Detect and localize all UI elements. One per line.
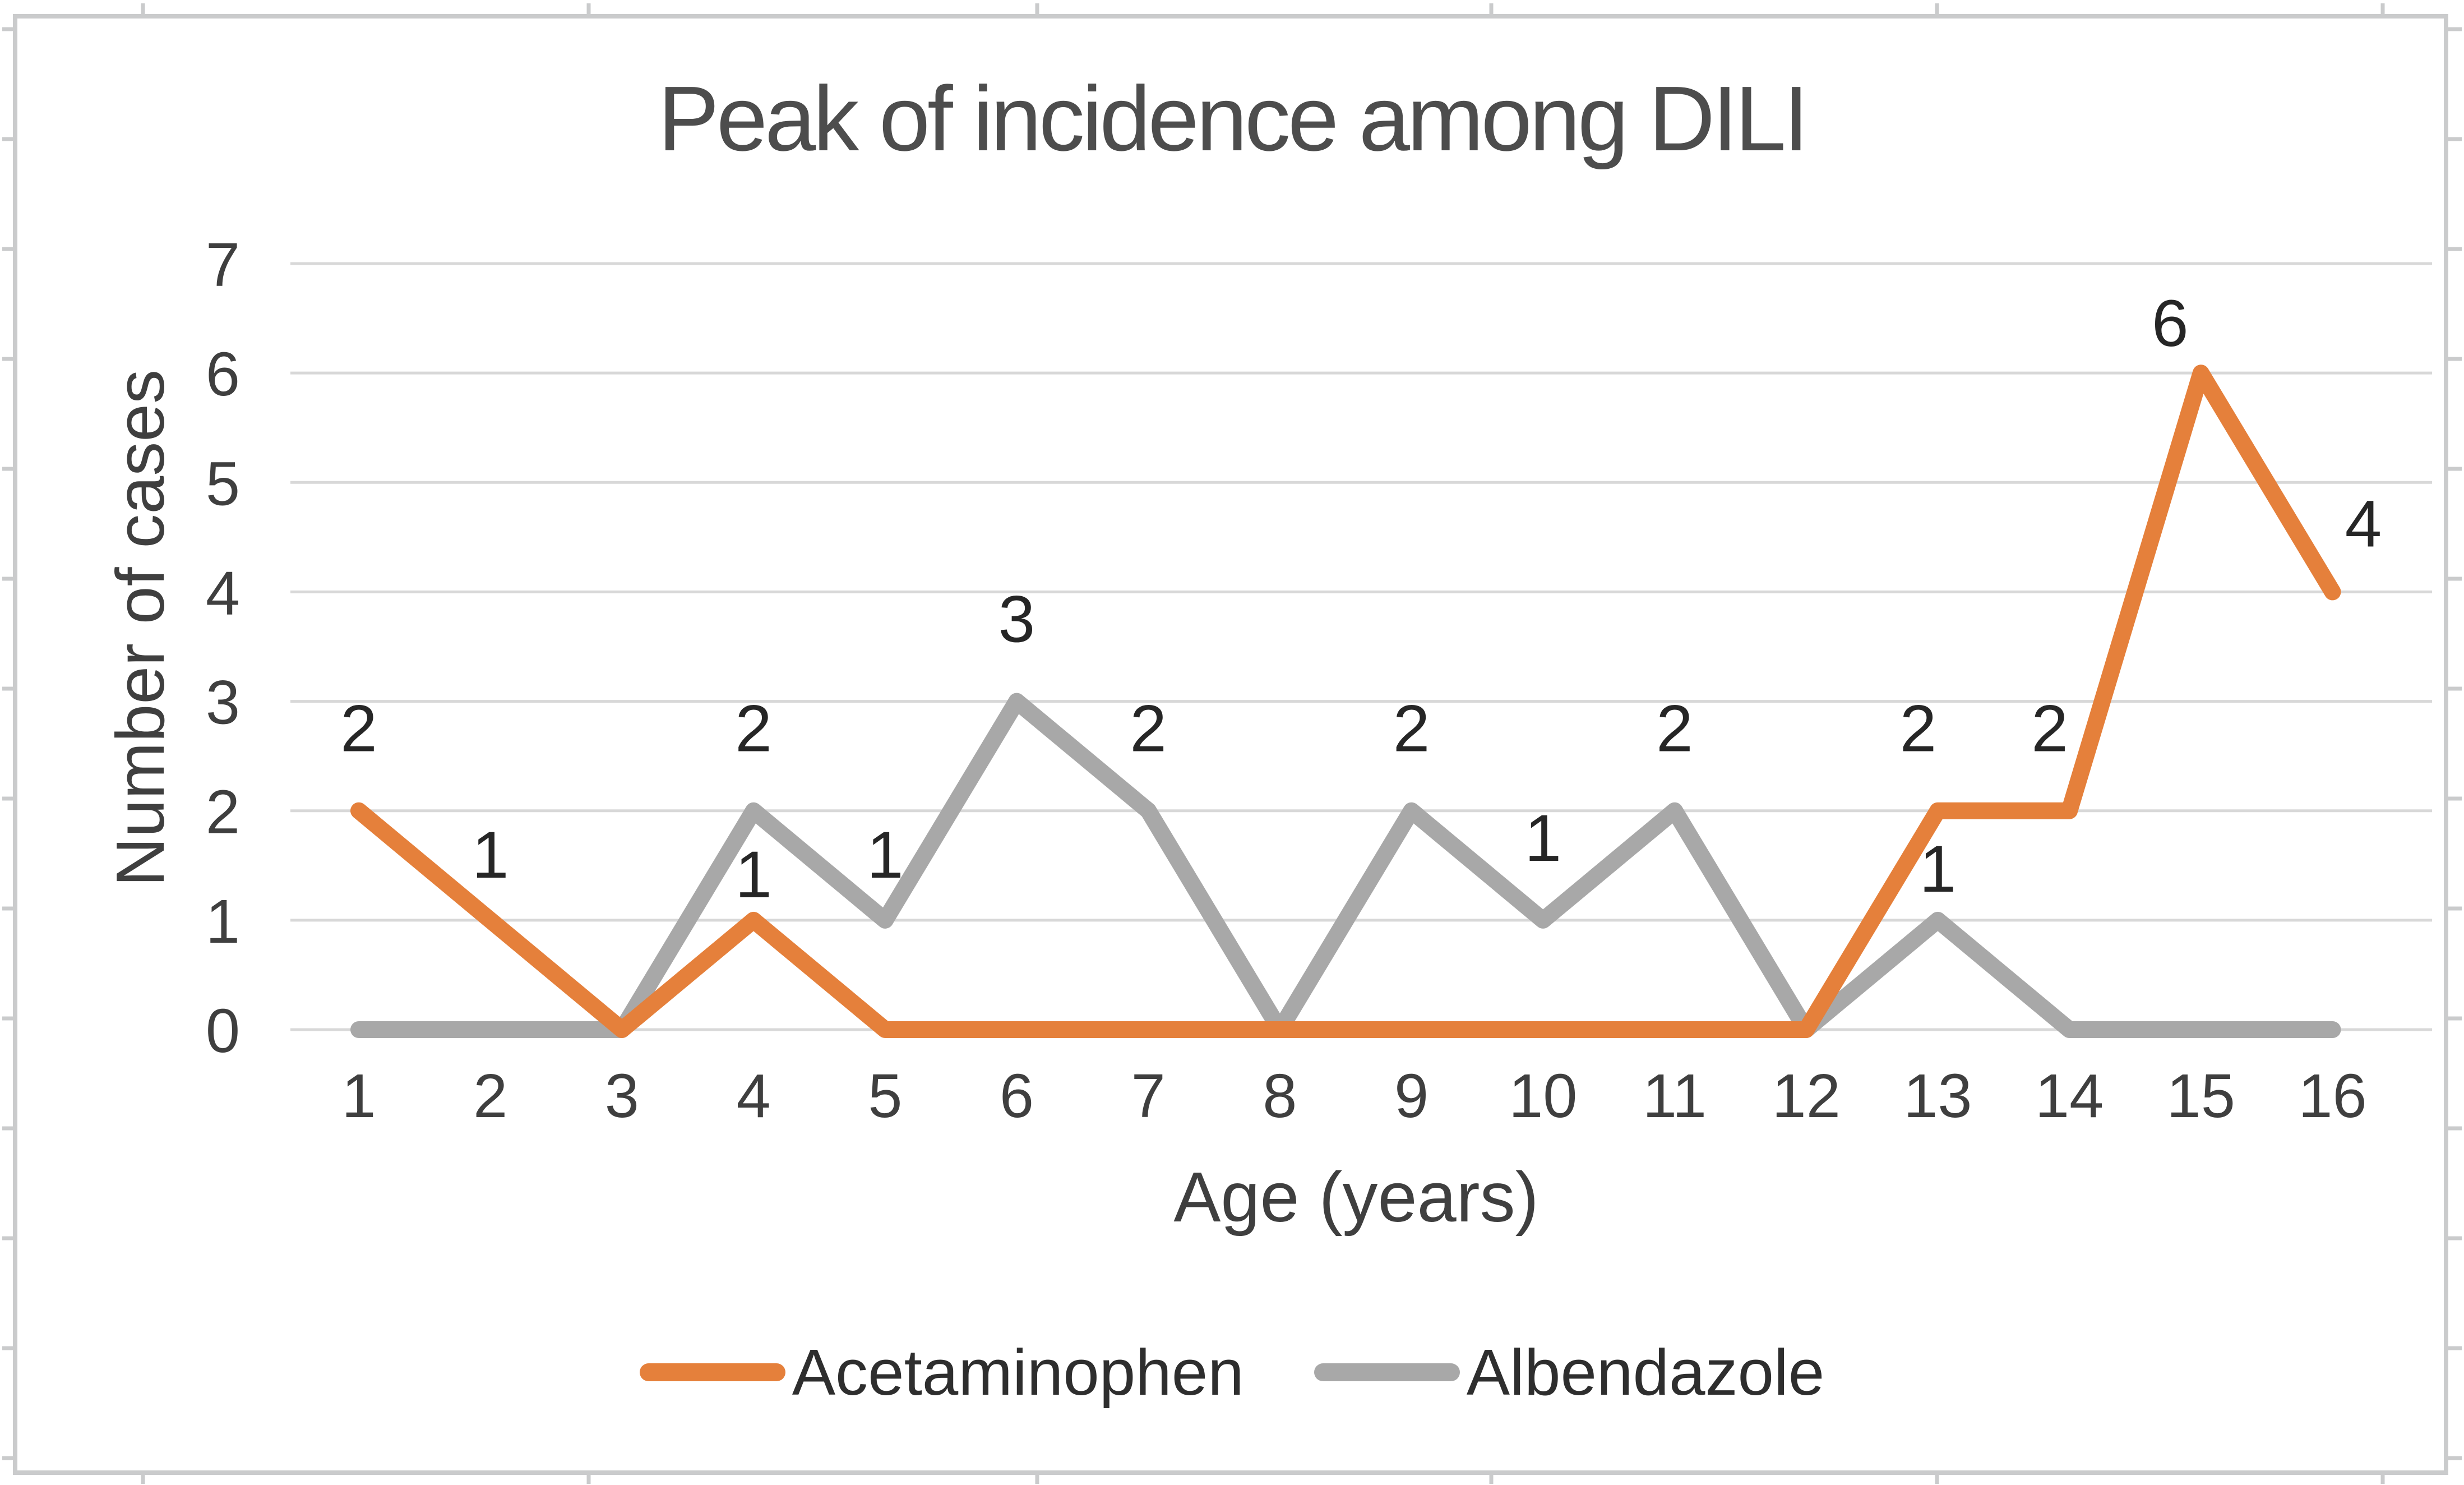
- x-tick-label: 11: [1643, 1062, 1707, 1131]
- legend-item-acetaminophen: Acetaminophen: [639, 1335, 1244, 1410]
- series-lines: [350, 365, 2341, 1038]
- y-tick-label: 7: [206, 230, 240, 299]
- chart-title: Peak of incidence among DILI: [658, 67, 1809, 170]
- gridlines: [290, 262, 2432, 1031]
- frame-border: [13, 14, 2448, 1475]
- x-tick-label: 7: [1131, 1062, 1166, 1131]
- legend-item-albendazole: Albendazole: [1314, 1335, 1825, 1410]
- data-label-acetaminophen-age-1: 2: [340, 692, 377, 766]
- data-label-albendazole-age-7: 2: [1130, 692, 1167, 766]
- data-label-acetaminophen-age-15: 6: [2152, 287, 2189, 361]
- x-axis-tick-labels: 1 2 3 4 5 6 7 8 9 10 11 12 13 14 15 16: [341, 1062, 2366, 1131]
- legend-swatch-albendazole: [1314, 1363, 1460, 1381]
- x-tick-label: 4: [737, 1062, 771, 1131]
- x-tick-label: 16: [2298, 1062, 2366, 1131]
- x-tick-label: 2: [473, 1062, 507, 1131]
- data-label-albendazole-age-9: 2: [1393, 692, 1430, 766]
- data-label-acetaminophen-age-16: 4: [2345, 487, 2382, 561]
- y-tick-label: 2: [206, 778, 240, 847]
- data-label-albendazole-age-13: 1: [1920, 832, 1957, 906]
- legend: Acetaminophen Albendazole: [0, 1333, 2464, 1412]
- data-label-albendazole-age-10: 1: [1524, 801, 1561, 875]
- y-tick-label: 4: [206, 559, 240, 628]
- y-axis-title: Number of cases: [102, 369, 178, 887]
- data-label-acetaminophen-age-13: 2: [1900, 692, 1937, 766]
- y-tick-label: 1: [206, 887, 240, 956]
- x-tick-label: 1: [341, 1062, 376, 1131]
- x-tick-label: 3: [605, 1062, 639, 1131]
- x-tick-label: 6: [1000, 1062, 1034, 1131]
- x-axis-title: Age (years): [1173, 1157, 1539, 1237]
- figure-frame: [2, 3, 2462, 1484]
- x-tick-label: 12: [1772, 1062, 1841, 1131]
- y-axis-tick-labels: 0 1 2 3 4 5 6 7: [206, 230, 240, 1066]
- x-tick-label: 13: [1903, 1062, 1972, 1131]
- legend-label: Albendazole: [1466, 1336, 1825, 1409]
- data-label-albendazole-age-11: 2: [1656, 692, 1693, 766]
- data-label-albendazole-age-4: 2: [735, 692, 772, 766]
- legend-label: Acetaminophen: [792, 1336, 1244, 1409]
- x-tick-label: 5: [868, 1062, 902, 1131]
- data-label-acetaminophen-age-2: 1: [472, 818, 509, 892]
- series-line-albendazole: [350, 693, 2341, 1038]
- x-tick-label: 10: [1509, 1062, 1577, 1131]
- y-tick-label: 6: [206, 340, 240, 409]
- x-tick-label: 8: [1263, 1062, 1297, 1131]
- data-label-acetaminophen-age-14: 2: [2031, 692, 2068, 766]
- y-tick-label: 5: [206, 449, 240, 518]
- x-tick-label: 9: [1394, 1062, 1429, 1131]
- x-tick-label: 14: [2035, 1062, 2104, 1131]
- data-label-acetaminophen-age-4: 1: [735, 838, 772, 912]
- y-tick-label: 0: [206, 997, 240, 1066]
- y-tick-label: 3: [206, 668, 240, 737]
- legend-swatch-acetaminophen: [639, 1363, 785, 1381]
- x-tick-label: 15: [2167, 1062, 2235, 1131]
- data-label-albendazole-age-5: 1: [867, 818, 904, 892]
- data-label-albendazole-age-6: 3: [998, 583, 1035, 657]
- series-line-acetaminophen: [350, 365, 2341, 1038]
